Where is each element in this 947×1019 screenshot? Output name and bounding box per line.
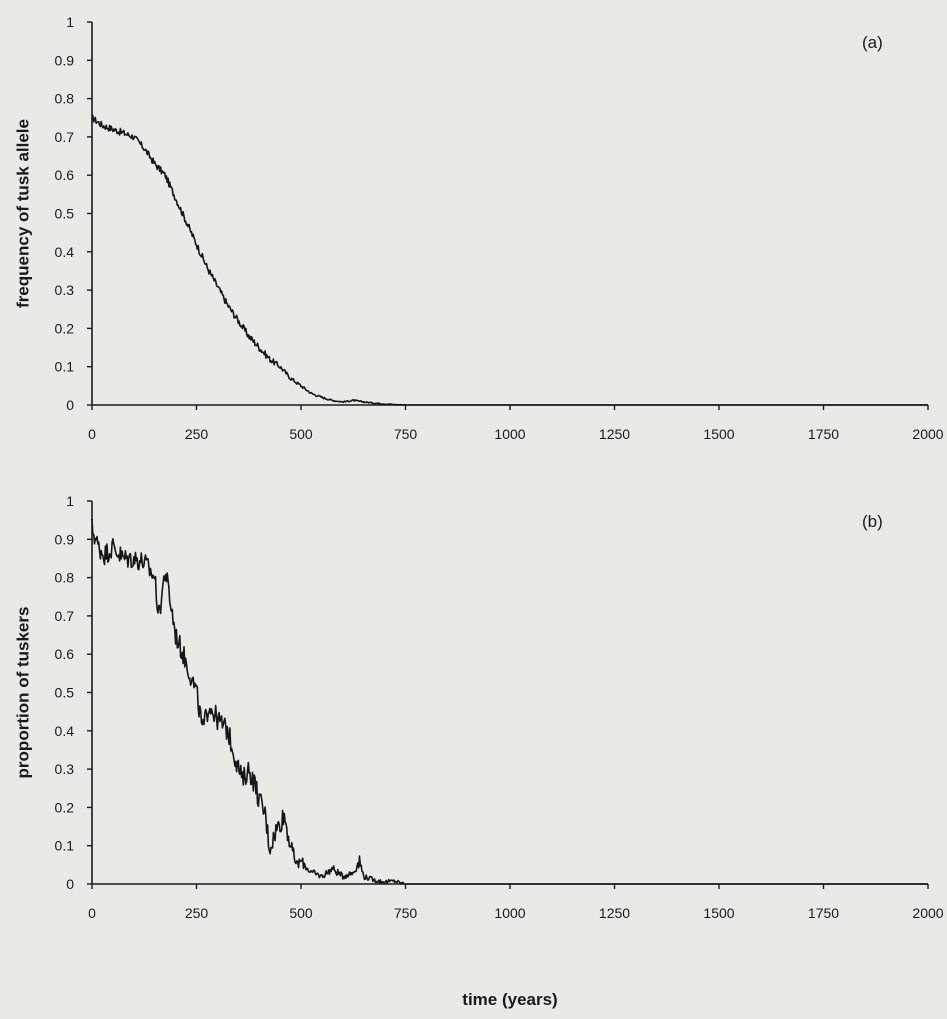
y-tick-label: 1 xyxy=(66,493,74,509)
y-tick-label: 0.2 xyxy=(55,320,75,336)
series-line xyxy=(91,518,929,885)
y-tick-label: 0.5 xyxy=(55,206,75,222)
y-tick-label: 0.2 xyxy=(55,799,75,815)
y-tick-label: 0.4 xyxy=(55,244,75,260)
x-tick-label: 1000 xyxy=(494,905,525,921)
y-tick-label: 0.7 xyxy=(55,129,75,145)
y-tick-label: 0.1 xyxy=(55,359,75,375)
y-axis-title: frequency of tusk allele xyxy=(13,119,32,308)
y-tick-label: 0.9 xyxy=(55,531,75,547)
y-tick-label: 0.5 xyxy=(55,685,75,701)
x-tick-label: 250 xyxy=(185,905,209,921)
y-tick-label: 0.7 xyxy=(55,608,75,624)
x-tick-label: 250 xyxy=(185,426,209,442)
y-tick-label: 0.3 xyxy=(55,761,75,777)
x-tick-label: 0 xyxy=(88,905,96,921)
panel-a-chart: 0 0.1 0.2 0.3 0.4 0.5 0.6 0.7 0.8 0.9 1 0 250 500 750 1… xyxy=(13,14,943,442)
x-tick-label: 500 xyxy=(289,905,313,921)
x-axis-title: time (years) xyxy=(462,990,557,1009)
x-tick-label: 2000 xyxy=(912,426,943,442)
x-tick-label: 0 xyxy=(88,426,96,442)
y-axis-title: proportion of tuskers xyxy=(13,607,32,779)
y-tick-label: 0.6 xyxy=(55,167,75,183)
x-tick-label: 1000 xyxy=(494,426,525,442)
y-tick-label: 0.8 xyxy=(55,570,75,586)
x-tick-label: 1750 xyxy=(808,905,839,921)
y-tick-label: 0.3 xyxy=(55,282,75,298)
y-tick-label: 0.1 xyxy=(55,838,75,854)
x-tick-label: 1500 xyxy=(703,426,734,442)
y-tick-label: 0.8 xyxy=(55,91,75,107)
series-line xyxy=(91,114,929,406)
x-tick-label: 1250 xyxy=(599,426,630,442)
x-tick-label: 1250 xyxy=(599,905,630,921)
y-tick-label: 0.6 xyxy=(55,646,75,662)
y-tick-label: 0.9 xyxy=(55,52,75,68)
y-tick-label: 0.4 xyxy=(55,723,75,739)
x-tick-label: 2000 xyxy=(912,905,943,921)
panel-b-chart: 0 0.1 0.2 0.3 0.4 0.5 0.6 0.7 0.8 0.9 1 0 250 500 750 1… xyxy=(13,493,943,1009)
y-tick-label: 0 xyxy=(66,397,74,413)
x-tick-label: 750 xyxy=(394,426,418,442)
x-tick-label: 1750 xyxy=(808,426,839,442)
y-tick-label: 1 xyxy=(66,14,74,30)
y-tick-label: 0 xyxy=(66,876,74,892)
x-tick-label: 1500 xyxy=(703,905,734,921)
panel-label: (a) xyxy=(862,33,883,52)
panel-label: (b) xyxy=(862,512,883,531)
x-tick-label: 500 xyxy=(289,426,313,442)
x-tick-label: 750 xyxy=(394,905,418,921)
